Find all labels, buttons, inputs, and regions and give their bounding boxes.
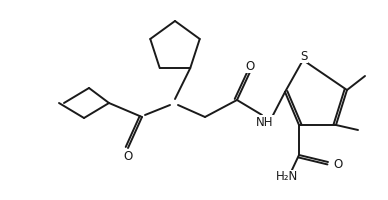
Text: O: O [245, 60, 255, 72]
Text: O: O [123, 150, 133, 162]
Text: S: S [300, 49, 308, 62]
Text: H₂N: H₂N [276, 170, 298, 184]
Text: NH: NH [256, 116, 274, 129]
Text: O: O [333, 158, 342, 170]
